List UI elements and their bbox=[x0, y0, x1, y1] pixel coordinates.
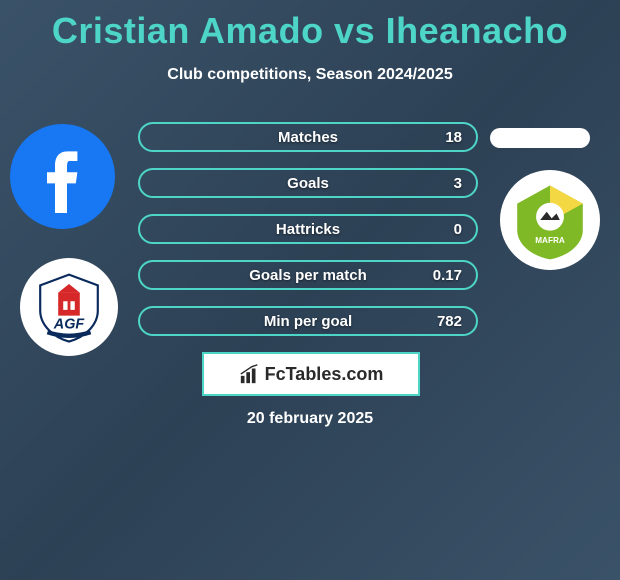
player1-club-logo: AGF bbox=[20, 258, 118, 356]
stat-row-goals: Goals 3 bbox=[138, 168, 478, 198]
stat-label: Goals per match bbox=[249, 267, 367, 284]
subtitle: Club competitions, Season 2024/2025 bbox=[0, 66, 620, 84]
brand-text: FcTables.com bbox=[265, 364, 384, 385]
player2-club-logo: MAFRA bbox=[500, 170, 600, 270]
page-title: Cristian Amado vs Iheanacho bbox=[0, 0, 620, 52]
bar-chart-icon bbox=[239, 363, 261, 385]
stat-label: Hattricks bbox=[276, 221, 340, 238]
facebook-icon bbox=[23, 137, 103, 217]
brand-box[interactable]: FcTables.com bbox=[202, 352, 420, 396]
date-text: 20 february 2025 bbox=[0, 410, 620, 428]
stat-value: 3 bbox=[454, 175, 462, 192]
stat-label: Matches bbox=[278, 129, 338, 146]
svg-text:AGF: AGF bbox=[53, 317, 86, 333]
stat-row-min-per-goal: Min per goal 782 bbox=[138, 306, 478, 336]
mafra-crest-icon: MAFRA bbox=[509, 179, 591, 261]
stat-value: 0.17 bbox=[433, 267, 462, 284]
stat-row-matches: Matches 18 bbox=[138, 122, 478, 152]
player1-avatar bbox=[10, 124, 115, 229]
stat-row-hattricks: Hattricks 0 bbox=[138, 214, 478, 244]
stat-value: 782 bbox=[437, 313, 462, 330]
agf-crest-icon: AGF bbox=[33, 271, 105, 343]
stats-container: Matches 18 Goals 3 Hattricks 0 Goals per… bbox=[138, 122, 478, 352]
stat-value: 18 bbox=[445, 129, 462, 146]
stat-label: Min per goal bbox=[264, 313, 352, 330]
svg-text:MAFRA: MAFRA bbox=[535, 236, 565, 245]
stat-label: Goals bbox=[287, 175, 329, 192]
player2-avatar bbox=[490, 128, 590, 148]
stat-row-goals-per-match: Goals per match 0.17 bbox=[138, 260, 478, 290]
stat-value: 0 bbox=[454, 221, 462, 238]
